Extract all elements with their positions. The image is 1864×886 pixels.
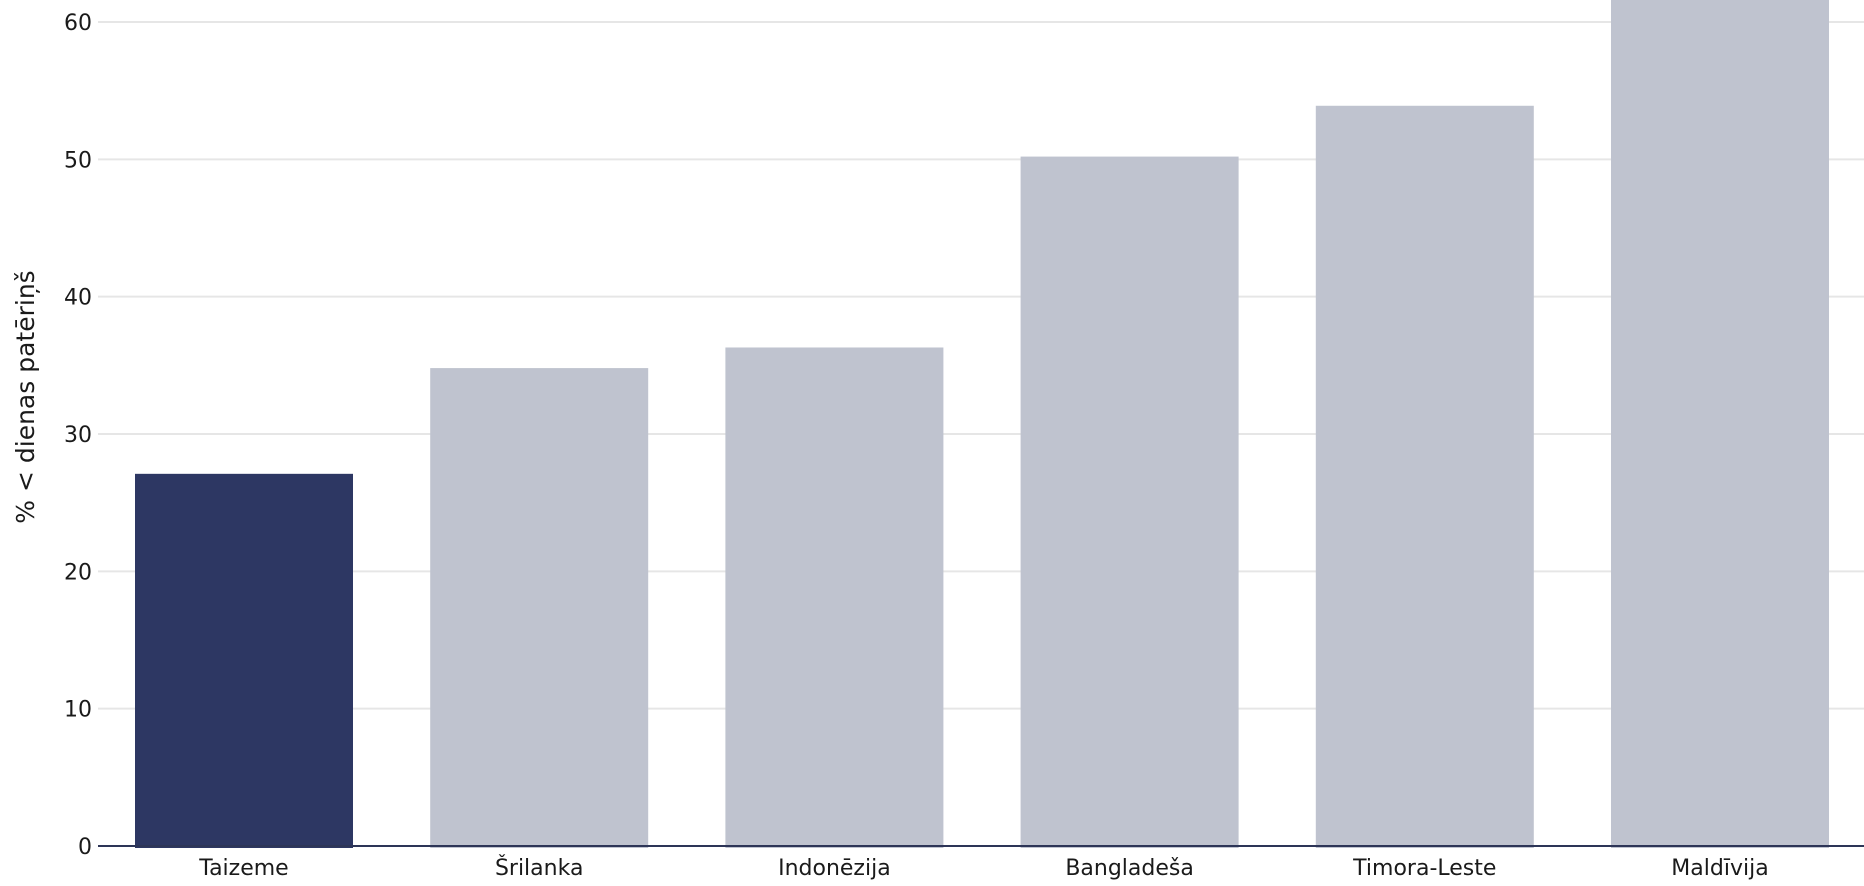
bar-5[interactable] [1315,105,1534,849]
x-tick-label: Bangladeša [1065,856,1194,881]
x-axis-ticks: Taizeme Šrilanka Indonēzija Bangladeša Timor… [198,855,1768,881]
y-tick-label: 60 [64,11,92,36]
x-tick-label: Indonēzija [778,856,891,881]
grid-lines [98,21,1864,710]
y-tick-label: 30 [64,423,92,448]
y-tick-label: 50 [64,148,92,173]
x-tick-label: Taizeme [198,856,288,881]
y-tick-label: 40 [64,286,92,311]
x-tick-label: Maldīvija [1671,856,1768,881]
bar-2[interactable] [430,368,649,848]
y-tick-label: 20 [64,560,92,585]
y-tick-label: 0 [78,835,92,860]
y-axis-ticks: 0 10 20 30 40 50 60 [64,11,92,860]
bar-6[interactable] [1611,0,1829,848]
bar-4[interactable] [1020,156,1239,848]
x-tick-label: Timora-Leste [1352,856,1496,881]
y-axis-title: % < dienas patēriņš [11,270,40,523]
bar-1[interactable] [135,473,353,848]
bar-3[interactable] [725,347,944,848]
x-tick-label: Šrilanka [495,855,584,881]
bars [135,0,1829,849]
y-tick-label: 10 [64,698,92,723]
